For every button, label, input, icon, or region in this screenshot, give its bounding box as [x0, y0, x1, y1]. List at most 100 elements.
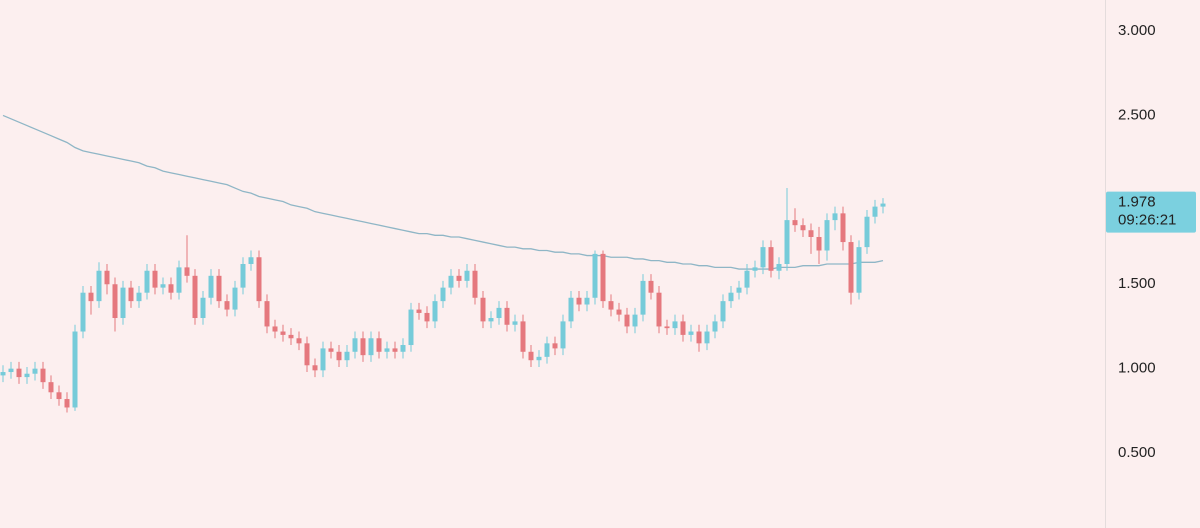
- candle-body: [352, 338, 358, 352]
- candle-body: [72, 331, 78, 408]
- candle-body: [296, 338, 302, 344]
- candle-body: [584, 297, 590, 305]
- candle-body: [272, 326, 278, 332]
- candle-body: [808, 230, 814, 237]
- candle-body: [816, 236, 822, 251]
- candle-body: [144, 270, 150, 293]
- candle-body: [208, 275, 214, 298]
- candle-body: [424, 312, 430, 322]
- candle-body: [648, 280, 654, 293]
- candle-body: [240, 264, 246, 288]
- candle-body: [64, 399, 70, 408]
- candle-body: [8, 368, 14, 373]
- candle-body: [680, 321, 686, 335]
- candle-body: [872, 206, 878, 217]
- candle-body: [752, 267, 758, 271]
- candle-body: [16, 368, 22, 378]
- candle-body: [328, 348, 334, 352]
- candle-body: [688, 331, 694, 335]
- candle-body: [760, 247, 766, 268]
- candle-body: [624, 314, 630, 327]
- candle-body: [712, 321, 718, 332]
- y-tick-label: 2.500: [1118, 106, 1156, 123]
- candle-body: [96, 270, 102, 302]
- candle-body: [600, 253, 606, 302]
- candle-body: [640, 280, 646, 315]
- candle-body: [792, 220, 798, 226]
- candle-body: [552, 343, 558, 349]
- candle-body: [616, 309, 622, 315]
- candle-body: [464, 270, 470, 281]
- candle-body: [432, 301, 438, 322]
- candle-body: [576, 297, 582, 305]
- candle-body: [376, 338, 382, 352]
- y-tick-label: 1.500: [1118, 275, 1156, 292]
- candle-body: [520, 321, 526, 352]
- candle-body: [288, 334, 294, 339]
- candle-body: [560, 321, 566, 349]
- candle-body: [392, 348, 398, 352]
- candle-body: [880, 203, 886, 207]
- candle-body: [784, 220, 790, 264]
- countdown-label: 09:26:21: [1118, 212, 1176, 229]
- candle-body: [168, 284, 174, 293]
- candle-body: [568, 297, 574, 322]
- candle-body: [456, 275, 462, 281]
- candle-body: [632, 314, 638, 327]
- candle-body: [656, 292, 662, 327]
- candle-body: [672, 321, 678, 329]
- candle-body: [256, 257, 262, 302]
- candle-body: [192, 275, 198, 319]
- candle-body: [504, 307, 510, 325]
- candle-body: [184, 267, 190, 276]
- candle-body: [856, 247, 862, 293]
- candle-body: [40, 368, 46, 383]
- candle-body: [0, 372, 6, 376]
- candle-body: [472, 270, 478, 298]
- candle-body: [304, 343, 310, 366]
- candle-body: [384, 348, 390, 352]
- y-tick-label: 0.500: [1118, 444, 1156, 461]
- candle-body: [768, 247, 774, 271]
- candle-body: [88, 292, 94, 302]
- candle-body: [528, 351, 534, 361]
- candle-body: [176, 267, 182, 293]
- candle-body: [776, 264, 782, 271]
- candle-body: [24, 373, 30, 378]
- candle-body: [536, 356, 542, 361]
- candle-body: [488, 318, 494, 322]
- candle-body: [336, 351, 342, 361]
- candle-body: [224, 301, 230, 310]
- candle-body: [48, 382, 54, 393]
- candle-body: [160, 284, 166, 288]
- candle-body: [824, 220, 830, 251]
- candle-body: [400, 345, 406, 352]
- moving-average-line: [2, 114, 884, 270]
- y-tick-label: 3.000: [1118, 22, 1156, 39]
- candle-body: [80, 292, 86, 332]
- candle-body: [440, 287, 446, 302]
- candle-body: [264, 301, 270, 327]
- candle-body: [280, 331, 286, 335]
- candle-body: [408, 309, 414, 346]
- candle-body: [696, 331, 702, 344]
- candle-body: [360, 338, 366, 356]
- candle-body: [248, 257, 254, 264]
- candle-body: [720, 301, 726, 322]
- candle-body: [512, 321, 518, 325]
- candle-body: [664, 326, 670, 329]
- last-price-box: [1106, 191, 1196, 233]
- candle-body: [744, 270, 750, 288]
- candle-body: [848, 242, 854, 293]
- candle-body: [312, 365, 318, 371]
- candle-body: [480, 297, 486, 322]
- candle-body: [704, 331, 710, 344]
- y-tick-label: 1.000: [1118, 360, 1156, 377]
- candle-body: [592, 253, 598, 298]
- candle-body: [448, 275, 454, 288]
- candle-body: [152, 270, 158, 288]
- candle-body: [608, 301, 614, 310]
